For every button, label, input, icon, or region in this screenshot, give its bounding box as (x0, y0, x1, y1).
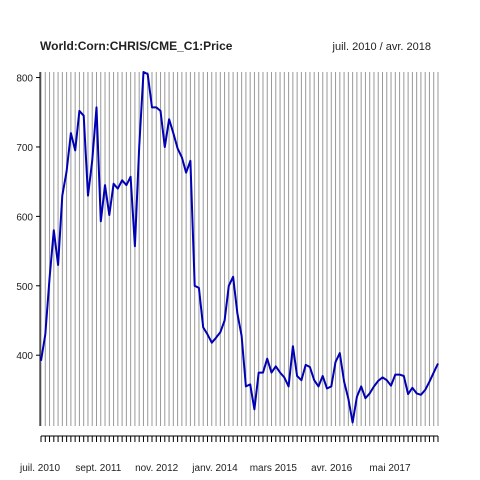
x-tick-label: avr. 2016 (311, 463, 353, 474)
vertical-gridlines (40, 72, 439, 426)
x-axis-labels: juil. 2010 sept. 2011 nov. 2012 janv. 2014 m… (19, 463, 411, 474)
y-axis-labels: 400 500 600 700 800 (16, 74, 33, 363)
x-tick-label: sept. 2011 (75, 463, 121, 474)
x-tick-label: mars 2015 (250, 463, 298, 474)
y-tick-label: 500 (16, 282, 33, 293)
y-tick-label: 800 (16, 74, 33, 85)
date-range-label: juil. 2010 / avr. 2018 (332, 41, 431, 53)
y-axis-ticks (36, 77, 40, 356)
y-tick-label: 700 (16, 143, 33, 154)
x-tick-label: nov. 2012 (135, 463, 179, 474)
chart-title: World:Corn:CHRIS/CME_C1:Price (40, 39, 233, 53)
x-tick-label: mai 2017 (369, 463, 411, 474)
y-tick-label: 600 (16, 212, 33, 223)
x-axis-ticks (40, 435, 439, 442)
series-line-price (40, 71, 439, 424)
x-tick-label: juil. 2010 (19, 463, 60, 474)
y-tick-label: 400 (16, 351, 33, 362)
x-tick-label: janv. 2014 (191, 463, 238, 474)
